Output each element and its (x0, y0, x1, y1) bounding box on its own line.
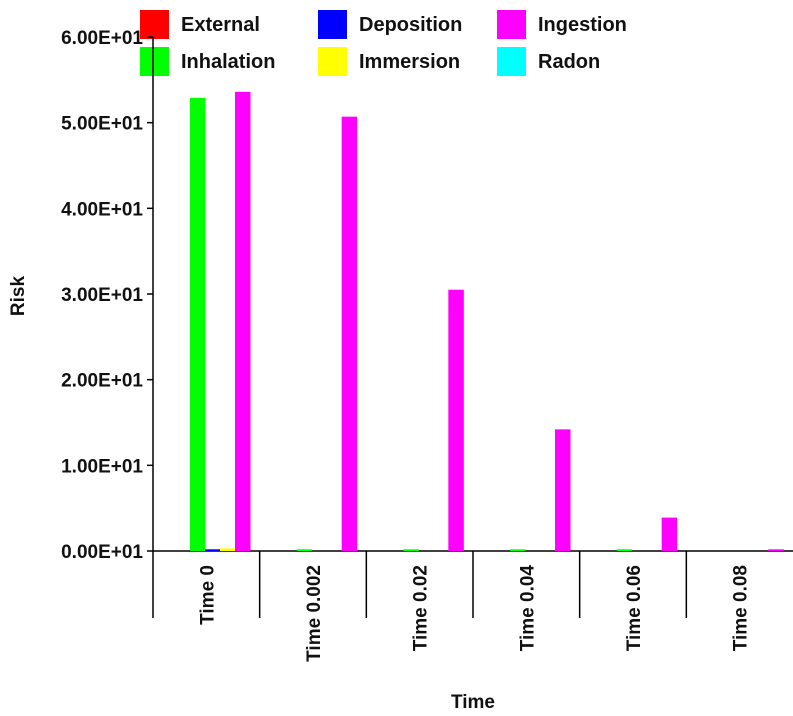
bar-inhalation (190, 97, 206, 551)
y-tick-label: 0.00E+01 (61, 542, 143, 563)
legend-item: Inhalation (140, 47, 275, 76)
legend-swatch (318, 10, 347, 39)
y-tick-label: 6.00E+01 (61, 28, 143, 49)
x-tick-label: Time 0 (197, 565, 218, 625)
y-axis-title: Risk (8, 276, 29, 317)
bar-immersion (220, 548, 236, 551)
legend-swatch (140, 10, 169, 39)
y-tick-label: 2.00E+01 (61, 371, 143, 392)
bar-ingestion (235, 91, 251, 552)
legend-label: Deposition (359, 14, 462, 36)
y-tick-label: 3.00E+01 (61, 285, 143, 306)
legend-swatch (318, 47, 347, 76)
y-tick-label: 1.00E+01 (61, 456, 143, 477)
x-tick-label: Time 0.08 (731, 565, 752, 651)
y-tick-label: 4.00E+01 (61, 199, 143, 220)
legend-label: External (181, 14, 260, 36)
x-tick-label: Time 0.002 (304, 565, 325, 662)
legend-label: Ingestion (538, 14, 627, 36)
legend-swatch (497, 47, 526, 76)
legend-item: Radon (497, 47, 600, 76)
y-axis: 0.00E+01 1.00E+01 2.00E+01 3.00E+01 4.00E+01… (61, 28, 154, 618)
legend-item: Immersion (318, 47, 460, 76)
bar-ingestion (341, 116, 358, 552)
bar-ingestion (661, 517, 678, 551)
x-axis: Time 0 Time 0.002 Time 0.02 Time 0.04 Time 0… (153, 550, 793, 662)
bar-inhalation (403, 549, 419, 551)
legend-label: Immersion (359, 51, 460, 73)
legend-swatch (140, 47, 169, 76)
x-tick-label: Time 0.02 (411, 565, 432, 651)
y-tick-label: 5.00E+01 (61, 114, 143, 135)
bar-inhalation (510, 549, 526, 551)
bars (190, 91, 784, 552)
legend-item: Ingestion (497, 10, 627, 39)
legend-label: Inhalation (181, 51, 275, 73)
bar-ingestion (555, 429, 571, 551)
legend-swatch (497, 10, 526, 39)
legend-item: Deposition (318, 10, 462, 39)
bar-ingestion (448, 289, 464, 551)
legend-label: Radon (538, 51, 600, 73)
bar-deposition (205, 549, 221, 551)
x-axis-title: Time (451, 692, 495, 711)
bar-inhalation (296, 549, 313, 551)
bar-inhalation (616, 549, 633, 551)
x-tick-label: Time 0.04 (517, 565, 538, 652)
legend-item: External (140, 10, 260, 39)
bar-ingestion (768, 549, 784, 551)
legend: External Inhalation Deposition Immersion Ing… (140, 10, 627, 76)
x-tick-label: Time 0.06 (624, 565, 645, 651)
